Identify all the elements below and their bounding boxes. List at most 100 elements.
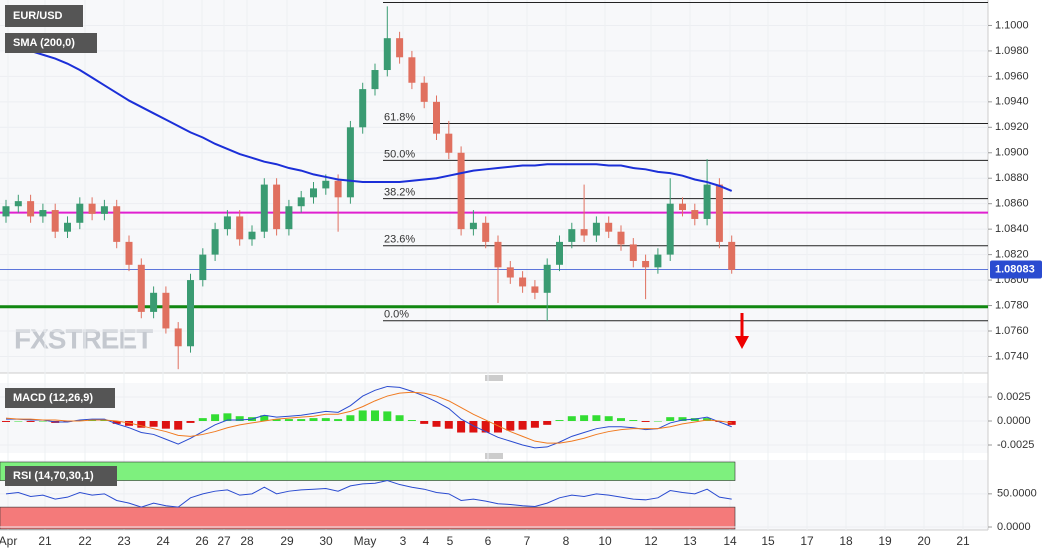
y-tick-label: -0.0025 xyxy=(997,439,1034,451)
candle-body xyxy=(187,280,194,347)
x-tick-label: 14 xyxy=(723,534,737,548)
legend-title: EUR/USD xyxy=(13,10,63,22)
histogram-bar xyxy=(530,421,539,428)
candle-body xyxy=(273,184,281,230)
candle-body xyxy=(39,210,47,217)
histogram-bar xyxy=(211,414,220,422)
last-price-label: 1.08083 xyxy=(995,263,1035,275)
candle-body xyxy=(519,277,527,287)
candle-body xyxy=(531,286,539,293)
candle-body xyxy=(482,222,490,242)
candle-body xyxy=(346,127,354,198)
main-panel xyxy=(0,0,988,373)
y-tick-label: 1.0900 xyxy=(995,147,1029,159)
histogram-bar xyxy=(260,415,269,422)
fib-label: 61.8% xyxy=(384,111,415,123)
y-tick-label: 1.0760 xyxy=(995,325,1029,337)
candle-body xyxy=(445,133,453,153)
histogram-bar xyxy=(235,416,244,422)
x-tick-label: 28 xyxy=(240,534,254,548)
histogram-bar xyxy=(666,417,675,422)
histogram-bar xyxy=(137,421,146,428)
histogram-bar xyxy=(420,421,429,424)
fib-label: 23.6% xyxy=(384,234,415,246)
legend-box xyxy=(5,466,117,486)
histogram-bar xyxy=(14,421,23,422)
histogram-bar xyxy=(580,415,589,422)
y-tick-label: 1.0860 xyxy=(995,198,1029,210)
candle-body xyxy=(408,57,416,83)
histogram-bar xyxy=(272,419,281,422)
histogram-bar xyxy=(161,421,170,429)
x-tick-label: 7 xyxy=(524,534,531,548)
histogram-bar xyxy=(617,418,625,422)
histogram-bar xyxy=(309,418,318,422)
candle-body xyxy=(580,229,588,236)
x-tick-label: 6 xyxy=(485,534,492,548)
x-tick-label: 10 xyxy=(598,534,612,548)
x-tick-label: 5 xyxy=(447,534,454,548)
candle-body xyxy=(2,206,10,217)
histogram-bar xyxy=(395,415,404,422)
y-tick-label: 1.0880 xyxy=(995,172,1029,184)
x-tick-label: Apr xyxy=(0,534,17,548)
histogram-bar xyxy=(592,415,601,422)
candle-body xyxy=(359,89,367,128)
candle-body xyxy=(666,203,674,255)
y-tick-label: 1.0920 xyxy=(995,121,1029,133)
histogram-bar xyxy=(198,418,207,422)
candle-body xyxy=(125,241,133,265)
x-tick-label: 18 xyxy=(839,534,853,548)
histogram-bar xyxy=(653,421,662,422)
histogram-bar xyxy=(604,416,613,422)
histogram-bar xyxy=(641,421,650,422)
candle-body xyxy=(76,203,84,223)
x-tick-label: 26 xyxy=(195,534,209,548)
candle-body xyxy=(679,203,686,211)
candle-body xyxy=(248,231,256,240)
y-tick-label: 1.0820 xyxy=(995,249,1029,261)
histogram-bar xyxy=(494,421,502,433)
candle-body xyxy=(715,184,723,242)
candle-body xyxy=(174,328,182,347)
candle-body xyxy=(260,184,268,232)
candle-body xyxy=(592,222,600,236)
histogram-bar xyxy=(346,415,355,422)
histogram-bar xyxy=(38,421,47,422)
candle-body xyxy=(223,216,231,230)
y-tick-label: 1.0960 xyxy=(995,70,1029,82)
candle-body xyxy=(334,180,342,198)
y-tick-label: 1.0740 xyxy=(995,350,1029,362)
histogram-bar xyxy=(457,421,466,433)
x-tick-label: 13 xyxy=(683,534,697,548)
histogram-bar xyxy=(383,411,392,422)
candle-body xyxy=(506,267,514,278)
histogram-bar xyxy=(186,421,195,423)
overbought-zone xyxy=(0,461,736,481)
y-tick-label: 0.0000 xyxy=(997,415,1031,427)
x-tick-label: 21 xyxy=(38,534,52,548)
oversold-zone xyxy=(0,506,736,530)
candle-body xyxy=(297,197,305,207)
candle-body xyxy=(494,241,502,268)
macd-line xyxy=(6,385,732,449)
y-tick-label: 1.0840 xyxy=(995,223,1029,235)
candle-body xyxy=(629,244,637,261)
sma-line xyxy=(5,41,733,192)
histogram-bar xyxy=(506,421,515,431)
candle-body xyxy=(433,101,440,134)
candle-body xyxy=(605,222,613,232)
candle-body xyxy=(199,254,207,281)
legend-box xyxy=(5,388,115,408)
histogram-bar xyxy=(432,421,441,427)
watermark: FXSTREET xyxy=(14,323,153,354)
legend-box xyxy=(5,5,83,27)
fib-label: 0.0% xyxy=(384,309,409,321)
macd-panel xyxy=(0,383,988,453)
candle-body xyxy=(162,292,170,329)
values-line xyxy=(5,480,732,508)
x-tick-label: 19 xyxy=(878,534,892,548)
histogram-bar xyxy=(358,410,367,422)
candle-body xyxy=(310,188,317,198)
x-tick-label: 22 xyxy=(78,534,92,548)
